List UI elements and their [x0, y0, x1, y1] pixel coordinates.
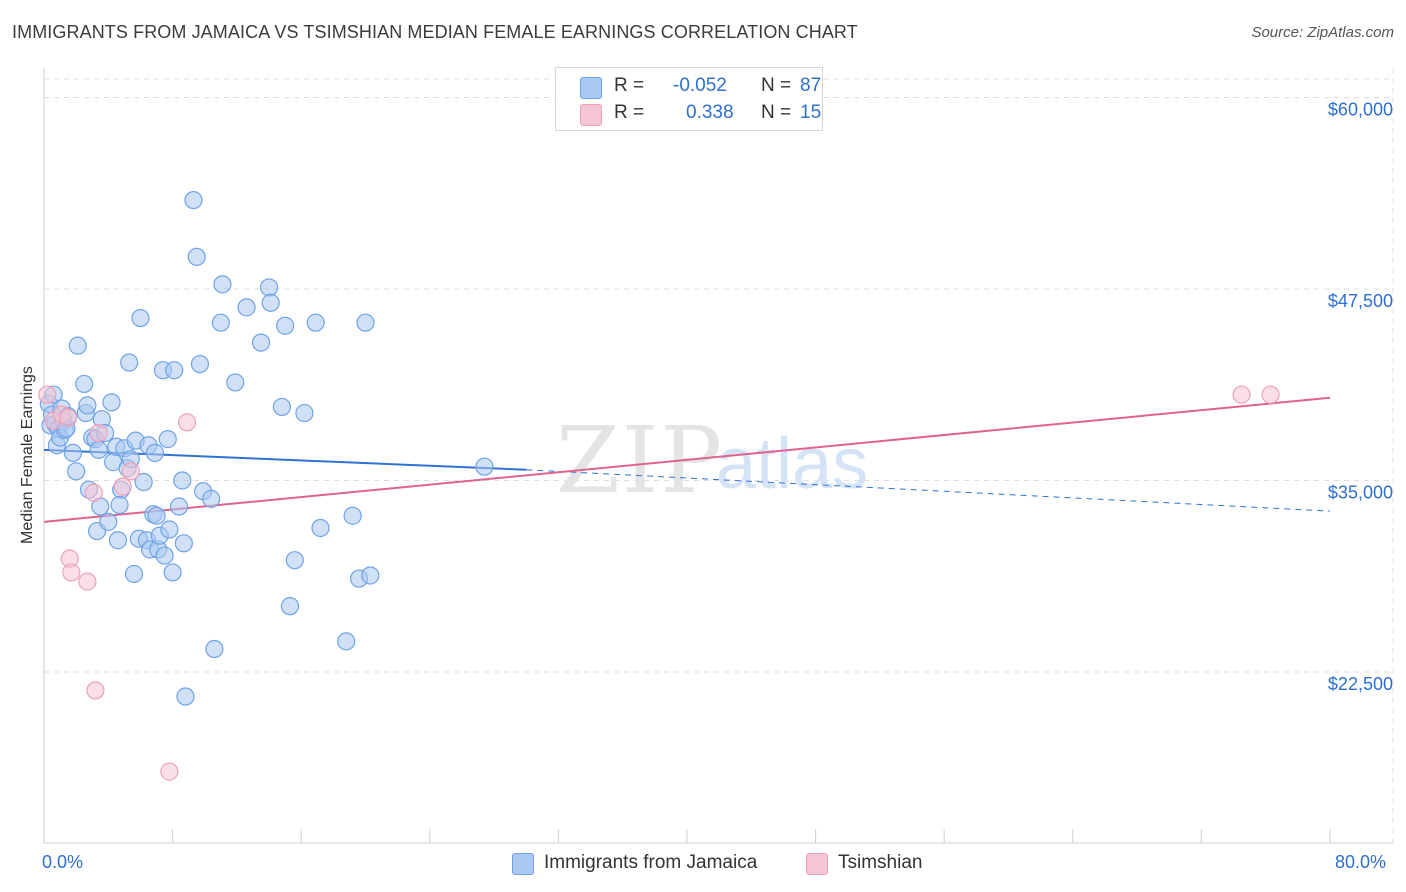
point-jamaica [356, 313, 375, 332]
x-tick-label-min: 0.0% [42, 852, 84, 872]
y-axis-label: Median Female Earnings [19, 366, 36, 544]
point-jamaica [99, 512, 118, 531]
point-jamaica [205, 639, 224, 659]
legend-n-label: N = [761, 102, 792, 123]
point-jamaica [124, 564, 144, 584]
legend-n-label: N = [761, 75, 792, 96]
point-jamaica [145, 443, 165, 463]
point-jamaica [63, 443, 83, 463]
point-tsimshian [86, 681, 105, 700]
point-jamaica [237, 298, 256, 317]
point-jamaica [226, 373, 245, 392]
y-tick-label: $22,500 [1328, 674, 1393, 694]
point-jamaica [110, 495, 129, 515]
point-jamaica [311, 518, 330, 538]
point-jamaica [89, 440, 108, 459]
correlation-legend: R = -0.052 N = 87 R = 0.338 N = 15 [555, 67, 823, 131]
point-jamaica [108, 531, 128, 550]
point-jamaica [174, 534, 193, 553]
axes [43, 68, 1393, 844]
point-jamaica [102, 393, 121, 412]
point-jamaica [272, 397, 292, 417]
source-label: Source: ZipAtlas.com [1251, 24, 1394, 41]
point-tsimshian [121, 462, 140, 481]
point-jamaica [173, 471, 192, 490]
point-tsimshian [62, 563, 81, 582]
point-jamaica [361, 566, 380, 585]
point-jamaica [259, 278, 279, 297]
point-jamaica [213, 275, 232, 294]
point-tsimshian [89, 423, 108, 443]
point-jamaica [176, 687, 195, 706]
point-jamaica [285, 551, 304, 570]
point-tsimshian [84, 483, 103, 502]
legend-r-value: 0.338 [686, 102, 734, 123]
point-jamaica [211, 313, 230, 332]
point-tsimshian [59, 408, 78, 427]
legend-r-label: R = [614, 102, 645, 123]
legend-swatch-pink [806, 853, 828, 875]
legend-n-value: 15 [800, 102, 822, 123]
data-points [38, 190, 1280, 781]
legend-label-jamaica: Immigrants from Jamaica [544, 852, 758, 873]
point-tsimshian [160, 762, 179, 781]
point-jamaica [78, 396, 97, 415]
point-jamaica [280, 597, 300, 616]
legend-label-tsimshian: Tsimshian [838, 852, 923, 873]
point-jamaica [158, 430, 177, 449]
point-tsimshian [1261, 385, 1280, 404]
trendline-jamaica-extension [526, 469, 1331, 512]
point-jamaica [295, 403, 314, 423]
point-jamaica [160, 520, 179, 539]
point-jamaica [134, 472, 153, 492]
point-jamaica [184, 190, 203, 210]
point-jamaica [75, 374, 94, 394]
point-jamaica [343, 506, 362, 525]
point-jamaica [155, 546, 174, 565]
point-jamaica [261, 293, 280, 312]
point-tsimshian [38, 385, 57, 404]
point-jamaica [163, 563, 182, 582]
point-tsimshian [1232, 385, 1251, 404]
point-jamaica [67, 462, 86, 481]
watermark-zip: ZIP [556, 407, 724, 514]
point-jamaica [120, 353, 139, 372]
point-tsimshian [113, 477, 132, 496]
y-tick-labels: $22,500 $35,000 $47,500 $60,000 [1328, 99, 1393, 694]
legend-r-value: -0.052 [673, 75, 727, 96]
y-tick-label: $35,000 [1328, 482, 1393, 502]
point-jamaica [202, 489, 221, 508]
point-jamaica [190, 354, 210, 374]
point-jamaica [131, 308, 150, 328]
point-jamaica [165, 361, 184, 380]
point-jamaica [337, 632, 356, 651]
point-jamaica [251, 333, 271, 352]
point-jamaica [306, 313, 325, 332]
point-tsimshian [177, 413, 197, 432]
point-jamaica [147, 506, 166, 525]
legend-swatch-blue [512, 853, 534, 875]
chart-title: IMMIGRANTS FROM JAMAICA VS TSIMSHIAN MED… [12, 22, 858, 42]
legend-swatch-blue [580, 77, 602, 99]
point-jamaica [187, 247, 206, 266]
y-tick-label: $60,000 [1328, 99, 1393, 119]
legend-r-label: R = [614, 75, 645, 96]
point-tsimshian [78, 572, 97, 591]
watermark-atlas: atlas [716, 424, 868, 504]
y-tick-label: $47,500 [1328, 291, 1393, 311]
point-jamaica [276, 316, 295, 335]
x-tick-label-max: 80.0% [1335, 852, 1387, 872]
point-jamaica [169, 497, 189, 516]
trendline-tsimshian [43, 396, 1331, 523]
point-jamaica [68, 336, 87, 355]
legend-n-value: 87 [800, 75, 822, 96]
point-jamaica [475, 457, 494, 476]
legend-swatch-pink [580, 104, 602, 126]
